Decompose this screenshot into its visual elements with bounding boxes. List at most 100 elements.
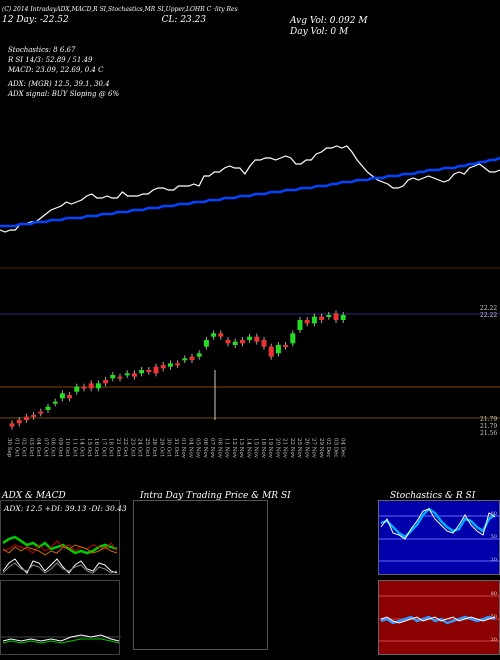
date-label: 18 Oct xyxy=(108,438,114,457)
rsi-axis-50: 50 xyxy=(490,614,497,620)
candle xyxy=(189,356,195,360)
candle xyxy=(38,411,44,414)
date-label: 21 Oct xyxy=(115,438,121,457)
ema-polyline xyxy=(0,156,500,228)
adx-values: ADX: 12.5 +DI: 39.13 -DI: 30.43 xyxy=(4,504,127,513)
date-label: 07 Nov xyxy=(209,438,215,459)
candle xyxy=(297,320,303,330)
stochastics-panel: 80 50 20 xyxy=(378,500,500,575)
date-label: 29 Nov xyxy=(318,438,324,459)
candle xyxy=(283,345,289,347)
date-label: 01 Oct xyxy=(13,438,19,457)
date-label: 06 Nov xyxy=(202,438,208,459)
date-label: 05 Nov xyxy=(195,438,201,459)
candle xyxy=(88,383,94,389)
date-label: 03 Oct xyxy=(28,438,34,457)
date-label: 07 Oct xyxy=(42,438,48,457)
close-value: CL: 23.23 xyxy=(161,15,207,25)
candle xyxy=(153,366,159,374)
price-label-bottom: 21.79 21.79 21.56 xyxy=(480,416,498,437)
candle xyxy=(124,373,130,376)
close-change: 12 Day: -22.52 CL: 23.23 xyxy=(2,15,206,25)
candle xyxy=(211,333,217,337)
main-chart: 30 Sep 01 Oct 02 Oct 03 Oct 04 Oct 07 Oct 08 O… xyxy=(0,145,500,459)
date-label: 31 Oct xyxy=(173,438,179,457)
candle xyxy=(290,333,296,344)
price-label-top: 22.22 22.22 xyxy=(480,305,498,319)
candle xyxy=(319,316,325,320)
adx-readout: ADX: (MGR) 12.5, 39.1, 30.4 xyxy=(8,80,110,88)
date-label: 13 Nov xyxy=(238,438,244,459)
rsi-readout: R SI 14/3: 52.89 / 51.49 xyxy=(8,56,93,64)
stoch-lines xyxy=(379,507,500,562)
date-label: 15 Oct xyxy=(86,438,92,457)
date-label: 04 Dec xyxy=(340,438,346,458)
date-label: 20 Nov xyxy=(274,438,280,459)
candle xyxy=(67,395,73,399)
candle xyxy=(139,370,145,374)
candle xyxy=(254,336,260,342)
candle xyxy=(196,353,202,357)
candle xyxy=(275,345,281,354)
stoch-axis-80: 80 xyxy=(490,511,497,517)
date-label: 14 Nov xyxy=(245,438,251,459)
candle xyxy=(333,313,339,320)
adx-panel: ADX: 12.5 +DI: 39.13 -DI: 30.43 xyxy=(0,500,127,575)
date-label: 10 Oct xyxy=(64,438,70,457)
candle xyxy=(110,375,116,379)
macd-lines xyxy=(1,634,121,644)
candle xyxy=(146,370,152,372)
candle xyxy=(304,320,310,324)
candles xyxy=(9,310,346,430)
price-line xyxy=(0,145,500,233)
date-label: 16 Oct xyxy=(93,438,99,457)
adx-signal: ADX signal: BUY Sloping @ 6% xyxy=(8,90,120,98)
date-label: 04 Oct xyxy=(35,438,41,457)
rsi-lines xyxy=(379,595,500,642)
candle xyxy=(261,340,267,347)
candle xyxy=(326,315,332,317)
macd-panel xyxy=(0,580,121,655)
candle xyxy=(59,393,65,399)
date-label: 27 Nov xyxy=(311,438,317,459)
date-label: 14 Oct xyxy=(79,438,85,457)
candle xyxy=(268,346,274,357)
header-title: (C) 2014 IntradayADX,MACD,R SI,Stochasti… xyxy=(2,6,238,13)
candle xyxy=(175,363,181,366)
date-label: 22 Oct xyxy=(122,438,128,457)
stoch-readout: Stochastics: 8 6.67 xyxy=(8,46,76,54)
date-label: 23 Oct xyxy=(129,438,135,457)
date-label: 22 Nov xyxy=(289,438,295,459)
candle xyxy=(117,376,123,379)
date-label: 18 Nov xyxy=(260,438,266,459)
candle xyxy=(81,386,87,389)
stoch-axis-50: 50 xyxy=(490,534,497,540)
intraday-panel-title: Intra Day Trading Price & MR SI xyxy=(140,491,291,501)
date-label: 03 Dec xyxy=(332,438,338,458)
stoch-panel-title: Stochastics & R SI xyxy=(390,491,476,501)
date-label: 26 Nov xyxy=(303,438,309,459)
rsi-axis-80: 80 xyxy=(490,591,497,597)
day-volume: Day Vol: 0 M xyxy=(290,27,349,37)
date-label: 12 Nov xyxy=(231,438,237,459)
date-label: 11 Oct xyxy=(71,438,77,457)
avg-volume: Avg Vol: 0.092 M xyxy=(290,16,368,26)
candle xyxy=(218,333,224,337)
date-label: 19 Nov xyxy=(267,438,273,459)
date-label: 08 Oct xyxy=(50,438,56,457)
date-label: 24 Oct xyxy=(137,438,143,457)
candle xyxy=(95,383,101,389)
candle xyxy=(203,340,209,347)
candle xyxy=(247,336,253,340)
candle xyxy=(182,358,188,361)
date-label: 29 Oct xyxy=(158,438,164,457)
date-label: 30 Sep xyxy=(6,438,12,458)
candle xyxy=(232,341,238,345)
candle xyxy=(31,415,37,417)
date-label: 15 Nov xyxy=(253,438,259,459)
date-label: 09 Oct xyxy=(57,438,63,457)
date-label: 02 Oct xyxy=(21,438,27,457)
date-label: 28 Oct xyxy=(151,438,157,457)
adx-lines xyxy=(2,535,118,574)
candle xyxy=(239,340,245,344)
